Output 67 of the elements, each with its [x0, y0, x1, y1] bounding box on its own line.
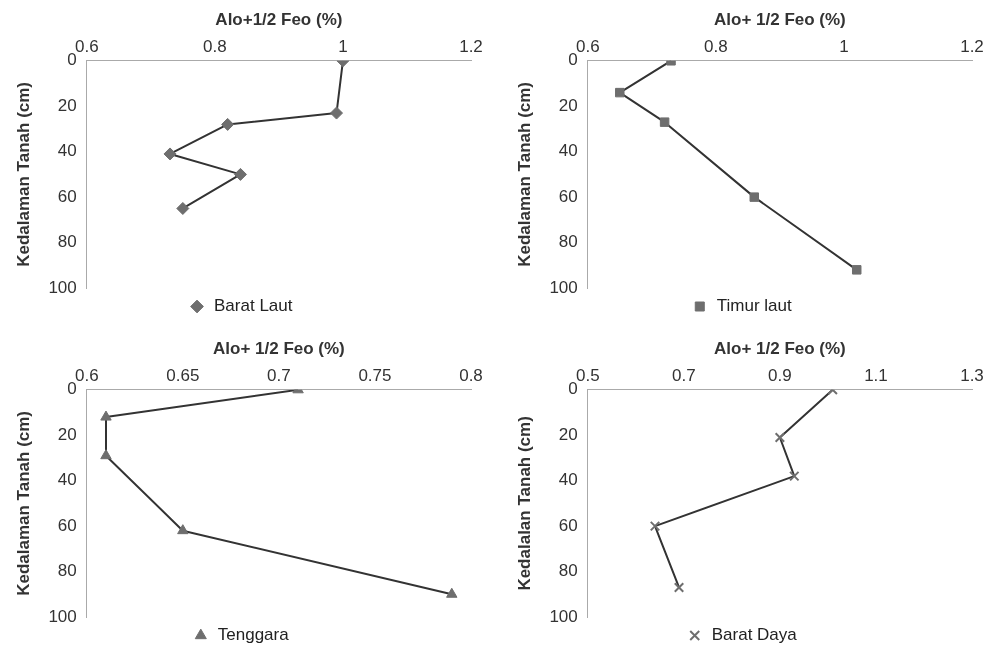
- x-tick-label: 0.8: [704, 37, 728, 57]
- legend-label: Barat Daya: [711, 625, 798, 645]
- x-axis-title: Alo+ 1/2 Feo (%): [212, 338, 345, 358]
- point: [100, 449, 112, 460]
- y-tick-label: 60: [558, 515, 578, 535]
- y-tick-label: 40: [57, 141, 77, 161]
- y-tick-label: 0: [67, 379, 77, 399]
- legend-label: Barat Laut: [214, 296, 293, 316]
- point: [330, 106, 344, 120]
- x-tick-label: 1.2: [960, 37, 984, 57]
- x-axis-title: Alo+ 1/2 Feo (%): [713, 9, 846, 29]
- point: [774, 432, 786, 443]
- point: [615, 87, 625, 98]
- x-tick-label: 0.8: [459, 366, 483, 386]
- point: [233, 167, 247, 181]
- y-axis-title: Kedalalan Tanah (cm): [514, 416, 534, 591]
- x-tick-label: 1.2: [459, 37, 483, 57]
- y-tick-label: 100: [48, 606, 77, 626]
- x-tick-label: 0.7: [267, 366, 291, 386]
- y-tick-label: 20: [57, 95, 77, 115]
- y-tick-label: 20: [57, 424, 77, 444]
- y-axis-title: Kedalaman Tanah (cm): [13, 410, 33, 596]
- point: [659, 117, 670, 127]
- y-tick-label: 40: [57, 470, 77, 490]
- point: [176, 201, 190, 215]
- x-tick-label: 1: [338, 37, 348, 57]
- y-tick-label: 60: [57, 186, 77, 206]
- x-axis-title: Alo+ 1/2 Feo (%): [713, 338, 846, 358]
- legend-label: Tenggara: [217, 625, 290, 645]
- y-tick-label: 40: [558, 470, 578, 490]
- y-tick-label: 20: [558, 95, 578, 115]
- y-tick-label: 0: [568, 50, 578, 70]
- point: [851, 265, 862, 275]
- point: [789, 470, 800, 482]
- y-axis-title: Kedalaman Tanah (cm): [13, 81, 33, 267]
- x-axis-title: Alo+1/2 Feo (%): [215, 9, 343, 29]
- x-tick-label: 0.65: [166, 366, 200, 386]
- x-tick-label: 0.8: [203, 37, 227, 57]
- y-tick-label: 100: [549, 606, 578, 626]
- point: [649, 520, 661, 532]
- y-tick-label: 60: [558, 186, 578, 206]
- point: [749, 192, 760, 202]
- point: [163, 147, 177, 161]
- y-tick-label: 0: [67, 50, 77, 70]
- point: [177, 524, 189, 535]
- y-axis-title: Kedalaman Tanah (cm): [514, 81, 534, 267]
- x-tick-label: 0.7: [672, 366, 696, 386]
- point: [221, 117, 235, 131]
- point: [446, 587, 458, 598]
- x-tick-label: 0.75: [358, 366, 392, 386]
- y-tick-label: 100: [48, 277, 77, 297]
- y-tick-label: 80: [57, 232, 77, 252]
- y-tick-label: 40: [558, 141, 578, 161]
- y-tick-label: 20: [558, 424, 578, 444]
- x-tick-label: 1.3: [960, 366, 984, 386]
- point: [100, 410, 112, 421]
- x-tick-label: 0.9: [768, 366, 792, 386]
- x-tick-label: 1.1: [864, 366, 888, 386]
- y-tick-label: 80: [558, 232, 578, 252]
- point: [673, 582, 685, 593]
- x-tick-label: 1: [839, 37, 849, 57]
- y-tick-label: 60: [57, 515, 77, 535]
- y-tick-label: 80: [558, 561, 578, 581]
- y-tick-label: 100: [549, 277, 578, 297]
- y-tick-label: 0: [568, 379, 578, 399]
- legend-label: Timur laut: [716, 296, 792, 316]
- y-tick-label: 80: [57, 561, 77, 581]
